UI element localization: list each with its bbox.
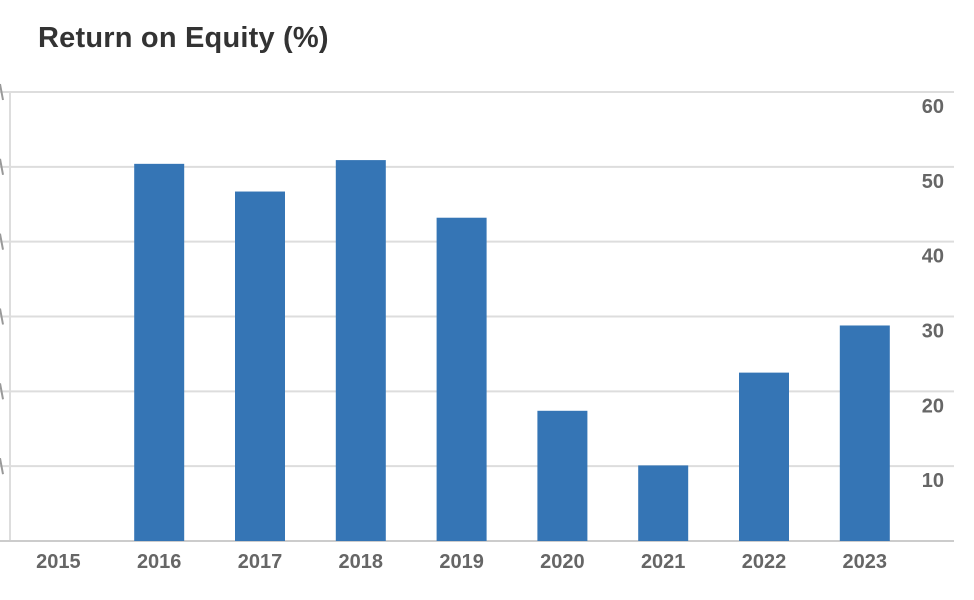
x-tick-label: 2020 <box>540 551 585 573</box>
x-tick-label: 2023 <box>843 551 888 573</box>
y-tick-label: 30 <box>922 321 944 343</box>
bar-2017[interactable] <box>235 191 285 542</box>
bar-2020[interactable] <box>537 410 588 541</box>
bar-2016[interactable] <box>134 163 185 541</box>
bar-2021[interactable] <box>638 465 689 541</box>
left-tick-mark <box>0 308 4 325</box>
left-tick-mark <box>0 233 4 250</box>
left-tick-mark <box>0 457 4 475</box>
bars <box>134 160 890 542</box>
bar-2022[interactable] <box>739 372 789 541</box>
x-tick-label: 2015 <box>36 551 81 573</box>
y-tick-labels: 10 20 30 40 50 60 <box>922 96 944 492</box>
y-tick-label: 10 <box>922 470 944 492</box>
left-tick-mark <box>0 158 4 176</box>
bar-2018[interactable] <box>335 160 386 541</box>
x-tick-label: 2016 <box>137 551 182 573</box>
chart-title: Return on Equity (%) <box>38 22 329 54</box>
x-tick-label: 2019 <box>439 551 484 573</box>
bar-2019[interactable] <box>436 217 487 541</box>
y-tick-label: 60 <box>922 96 944 118</box>
x-tick-label: 2022 <box>742 551 787 573</box>
x-tick-label: 2021 <box>641 551 686 573</box>
x-tick-label: 2017 <box>238 551 283 573</box>
left-tick-mark <box>0 83 4 101</box>
y-tick-label: 50 <box>922 171 944 193</box>
x-tick-labels: 2015 2016 2017 2018 2019 2020 2021 2022 2023 <box>36 551 887 573</box>
x-tick-label: 2018 <box>339 551 384 573</box>
y-tick-label: 20 <box>922 395 944 417</box>
y-tick-label: 40 <box>922 246 944 268</box>
bar-2023[interactable] <box>839 325 890 541</box>
left-tick-mark <box>0 383 4 400</box>
